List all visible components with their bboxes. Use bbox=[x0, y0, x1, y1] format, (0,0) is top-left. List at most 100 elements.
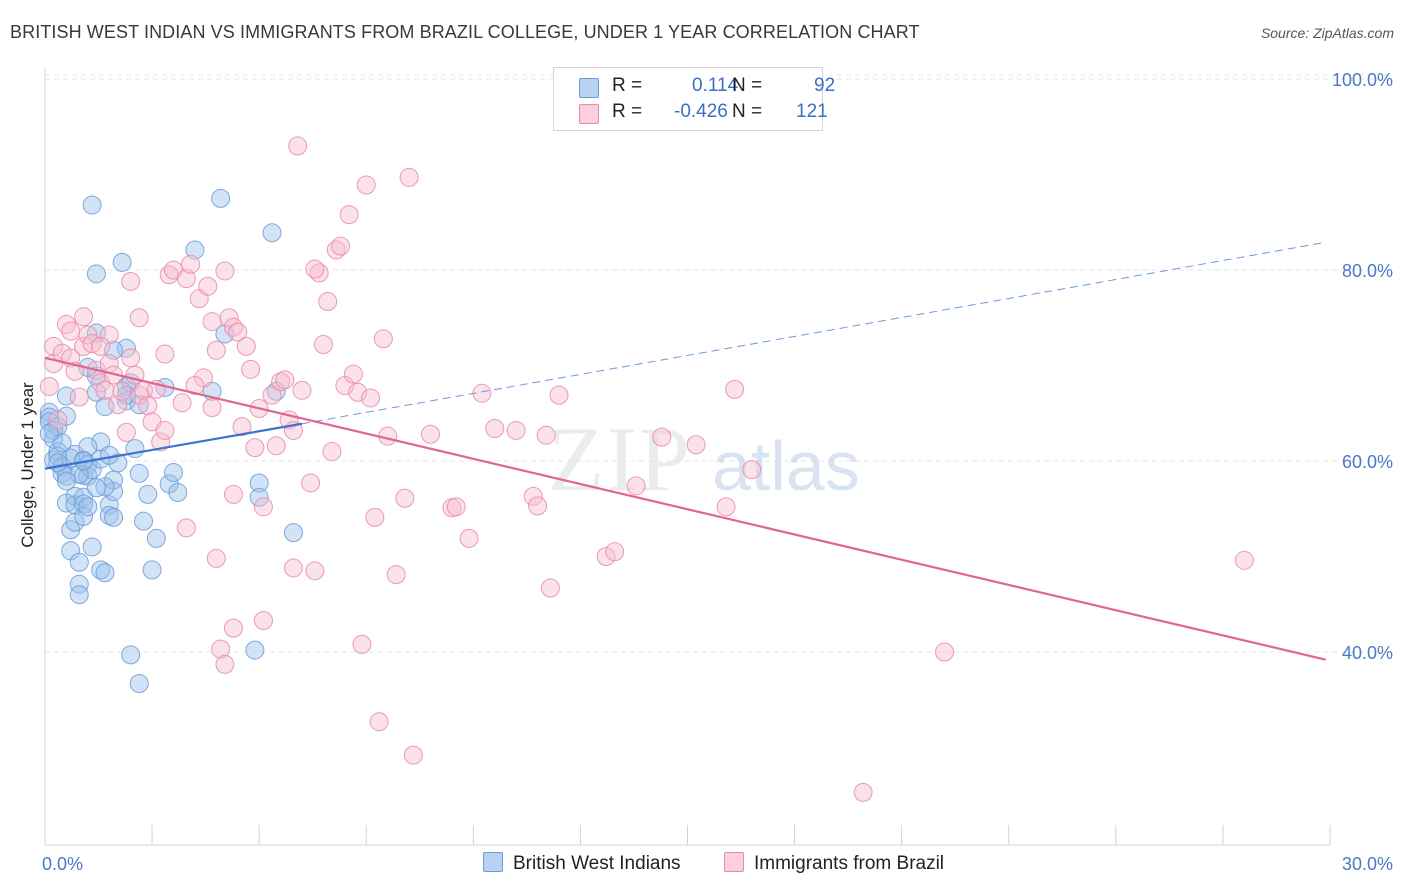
y-axis-label: College, Under 1 year bbox=[18, 382, 37, 548]
trend-lines bbox=[44, 241, 1326, 661]
point-british-west-indians bbox=[283, 523, 303, 543]
point-immigrants-from-brazil bbox=[206, 548, 226, 568]
point-british-west-indians bbox=[142, 560, 162, 580]
point-immigrants-from-brazil bbox=[288, 136, 308, 156]
point-immigrants-from-brazil bbox=[322, 441, 342, 461]
trend-line-immigrants-from-brazil bbox=[44, 356, 1326, 661]
point-immigrants-from-brazil bbox=[61, 321, 81, 341]
point-british-west-indians bbox=[249, 487, 269, 507]
point-immigrants-from-brazil bbox=[215, 261, 235, 281]
point-immigrants-from-brazil bbox=[176, 269, 196, 289]
source-credit: Source: ZipAtlas.com bbox=[1260, 25, 1394, 41]
point-british-west-indians bbox=[91, 432, 111, 452]
point-british-west-indians bbox=[78, 437, 98, 457]
point-british-west-indians bbox=[48, 453, 68, 473]
point-immigrants-from-brazil bbox=[253, 497, 273, 517]
point-immigrants-from-brazil bbox=[202, 398, 222, 418]
legend-r-value: 0.114 bbox=[692, 75, 739, 96]
point-immigrants-from-brazil bbox=[356, 175, 376, 195]
y-tick-label: 100.0% bbox=[1332, 70, 1393, 90]
point-british-west-indians bbox=[138, 484, 158, 504]
point-immigrants-from-brazil bbox=[365, 507, 385, 527]
point-immigrants-from-brazil bbox=[1234, 550, 1254, 570]
point-immigrants-from-brazil bbox=[459, 528, 479, 548]
point-british-west-indians bbox=[69, 574, 89, 594]
point-immigrants-from-brazil bbox=[292, 380, 312, 400]
point-british-west-indians bbox=[129, 463, 149, 483]
point-immigrants-from-brazil bbox=[215, 654, 235, 674]
point-immigrants-from-brazil bbox=[369, 712, 389, 732]
point-british-west-indians bbox=[56, 471, 76, 491]
point-immigrants-from-brazil bbox=[176, 518, 196, 538]
watermark-atlas: atlas bbox=[712, 427, 860, 505]
correlation-legend: R = 0.114 N = 92 R = -0.426 N = 121 bbox=[553, 67, 835, 131]
bottom-legend-item-immigrants-from-brazil: Immigrants from Brazil bbox=[724, 852, 944, 875]
point-immigrants-from-brazil bbox=[446, 497, 466, 517]
point-immigrants-from-brazil bbox=[223, 484, 243, 504]
point-british-west-indians bbox=[74, 487, 94, 507]
point-immigrants-from-brazil bbox=[253, 610, 273, 630]
point-british-west-indians bbox=[82, 537, 102, 557]
point-british-west-indians bbox=[95, 563, 115, 583]
point-immigrants-from-brazil bbox=[305, 259, 325, 279]
point-british-west-indians bbox=[86, 264, 106, 284]
trend-extension-british-west-indians bbox=[301, 241, 1326, 425]
point-british-west-indians bbox=[39, 423, 59, 443]
watermark: ZIP atlas bbox=[548, 408, 860, 510]
point-immigrants-from-brazil bbox=[181, 254, 201, 274]
point-immigrants-from-brazil bbox=[605, 542, 625, 562]
point-immigrants-from-brazil bbox=[236, 336, 256, 356]
point-immigrants-from-brazil bbox=[198, 276, 218, 296]
point-british-west-indians bbox=[262, 223, 282, 243]
point-immigrants-from-brazil bbox=[172, 393, 192, 413]
legend-r-value: -0.426 bbox=[674, 101, 728, 122]
legend-r-label: R = bbox=[612, 101, 643, 122]
point-immigrants-from-brazil bbox=[112, 381, 132, 401]
bottom-legend-label: Immigrants from Brazil bbox=[754, 853, 945, 874]
point-immigrants-from-brazil bbox=[716, 497, 736, 517]
legend-swatch-blue bbox=[579, 78, 599, 98]
point-immigrants-from-brazil bbox=[386, 565, 406, 585]
y-tick-label: 60.0% bbox=[1342, 452, 1393, 472]
point-immigrants-from-brazil bbox=[528, 496, 548, 516]
point-immigrants-from-brazil bbox=[352, 634, 372, 654]
point-immigrants-from-brazil bbox=[228, 322, 248, 342]
point-immigrants-from-brazil bbox=[403, 745, 423, 765]
point-immigrants-from-brazil bbox=[305, 561, 325, 581]
point-immigrants-from-brazil bbox=[48, 410, 68, 430]
point-immigrants-from-brazil bbox=[853, 782, 873, 802]
point-immigrants-from-brazil bbox=[91, 336, 111, 356]
legend-n-label: N = bbox=[732, 101, 763, 122]
point-immigrants-from-brazil bbox=[549, 385, 569, 405]
point-immigrants-from-brazil bbox=[275, 370, 295, 390]
point-british-west-indians bbox=[112, 252, 132, 272]
point-immigrants-from-brazil bbox=[421, 424, 440, 444]
point-immigrants-from-brazil bbox=[373, 329, 393, 349]
legend-swatch-pink bbox=[579, 104, 599, 124]
point-british-west-indians bbox=[78, 497, 98, 517]
point-british-west-indians bbox=[134, 511, 154, 531]
point-immigrants-from-brazil bbox=[129, 308, 149, 328]
point-immigrants-from-brazil bbox=[339, 205, 359, 225]
point-immigrants-from-brazil bbox=[540, 578, 560, 598]
bottom-legend-item-british-west-indians: British West Indians bbox=[483, 852, 681, 875]
x-tick-label: 0.0% bbox=[42, 854, 83, 874]
point-immigrants-from-brazil bbox=[348, 382, 368, 402]
point-immigrants-from-brazil bbox=[318, 292, 338, 312]
point-immigrants-from-brazil bbox=[262, 385, 282, 405]
point-immigrants-from-brazil bbox=[596, 547, 616, 566]
x-tick-label: 30.0% bbox=[1342, 854, 1393, 874]
point-immigrants-from-brazil bbox=[935, 642, 954, 662]
point-british-west-indians bbox=[211, 188, 231, 208]
legend-r-label: R = bbox=[612, 75, 643, 96]
point-immigrants-from-brazil bbox=[116, 422, 136, 442]
point-british-west-indians bbox=[104, 507, 124, 527]
point-immigrants-from-brazil bbox=[121, 348, 141, 368]
point-british-west-indians bbox=[74, 506, 94, 526]
point-immigrants-from-brazil bbox=[283, 558, 303, 578]
y-tick-label: 40.0% bbox=[1342, 643, 1393, 663]
point-british-west-indians bbox=[52, 433, 72, 453]
point-immigrants-from-brazil bbox=[395, 488, 415, 508]
trend-line-british-west-indians bbox=[44, 422, 303, 470]
point-immigrants-from-brazil bbox=[74, 307, 94, 327]
